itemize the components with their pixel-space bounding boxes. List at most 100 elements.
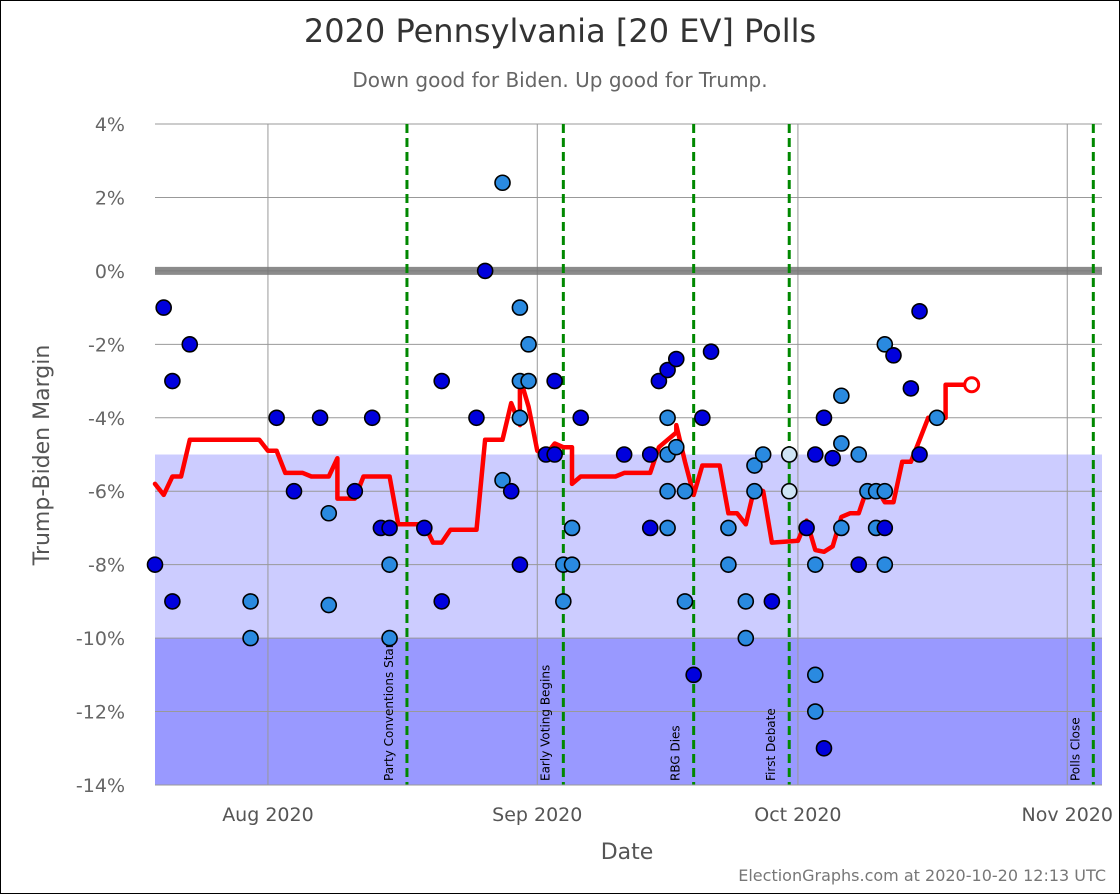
poll-point [381,519,398,537]
poll-point [546,446,563,463]
poll-point [363,409,381,427]
y-tick-label: -6% [88,481,125,503]
poll-point [164,372,181,390]
poll-point [667,438,685,456]
credit-text: ElectionGraphs.com at 2020-10-20 12:13 U… [738,866,1106,885]
poll-point [494,174,511,192]
average-endpoint-marker [963,376,981,394]
y-tick-label: -4% [88,408,125,430]
poll-point [806,666,824,684]
event-label: Early Voting Begins [538,665,552,781]
poll-point [911,302,928,320]
poll-point [520,372,537,390]
poll-point [563,519,581,537]
poll-point [572,409,590,427]
poll-point [911,446,928,463]
poll-point [615,446,633,463]
x-axis-label: Date [601,840,654,865]
poll-point [155,299,172,316]
poll-point [555,593,572,610]
poll-point [702,343,720,360]
y-tick-label: 4% [95,114,125,136]
poll-point [641,519,659,537]
poll-point [563,556,581,573]
poll-point [659,361,676,379]
poll-point [685,666,702,684]
average-line [152,375,981,555]
poll-point [468,409,485,427]
poll-point [763,593,781,610]
poll-point [798,519,815,537]
poll-point [416,519,433,537]
event-label: RBG Dies [669,725,683,781]
poll-point [476,262,494,280]
poll-point [833,519,850,537]
poll-point [815,409,833,427]
poll-point [780,482,798,500]
y-axis-label: Trump-Biden Margin [30,345,55,567]
poll-point [876,336,894,353]
x-tick-label: Oct 2020 [754,804,841,826]
poll-point [242,629,259,647]
poll-point [320,504,338,522]
poll-point [346,482,364,500]
poll-point [164,593,181,610]
poll-point [146,556,164,573]
x-tick-label: Sep 2020 [492,804,582,826]
event-label: Party Conventions Start [382,638,396,781]
y-tick-label: -2% [88,334,125,356]
poll-point [720,556,737,573]
poll-point [433,372,451,390]
poll-point [885,347,902,364]
y-tick-label: -12% [76,702,125,724]
poll-point [650,372,668,390]
event-label: First Debate [764,708,778,781]
poll-point [876,519,894,537]
poll-point [824,449,841,467]
poll-point [780,446,798,463]
poll-point [494,471,511,489]
poll-point [511,299,529,316]
y-tick-label: 0% [95,261,125,283]
poll-point [511,556,529,573]
poll-point [667,350,685,368]
poll-points [146,174,946,757]
poll-point [806,556,824,573]
poll-point [268,409,285,427]
axes: 4% 2% 0% -2% -4% -6% -8% -10% -12% -14% Aug 2020 Se… [76,114,1113,826]
y-tick-label: -14% [76,775,125,797]
average-trend-line [152,375,974,555]
y-tick-label: -8% [88,555,125,577]
poll-point [520,336,537,353]
poll-point [181,336,199,353]
poll-point [737,629,755,647]
poll-point [659,519,676,537]
poll-point [833,387,850,405]
poll-point [320,596,338,614]
poll-point [641,446,659,463]
poll-point [694,409,711,427]
poll-point [720,519,737,537]
poll-point [659,482,676,500]
poll-point [815,739,833,757]
poll-point [850,556,868,573]
poll-point [876,556,894,573]
poll-point [659,409,676,427]
event-label: Polls Close [1068,717,1082,781]
poll-point [850,446,868,463]
poll-point [242,593,259,610]
poll-point [381,556,398,573]
poll-point [676,482,694,500]
poll-point [746,457,763,474]
poll-point [806,446,824,463]
y-tick-label: 2% [95,187,125,209]
poll-point [502,482,520,500]
poll-point [311,409,329,427]
poll-point [433,593,451,610]
poll-point [928,409,946,427]
poll-point [511,409,529,427]
x-tick-label: Aug 2020 [222,804,314,826]
y-tick-label: -10% [76,628,125,650]
poll-point [676,593,694,610]
